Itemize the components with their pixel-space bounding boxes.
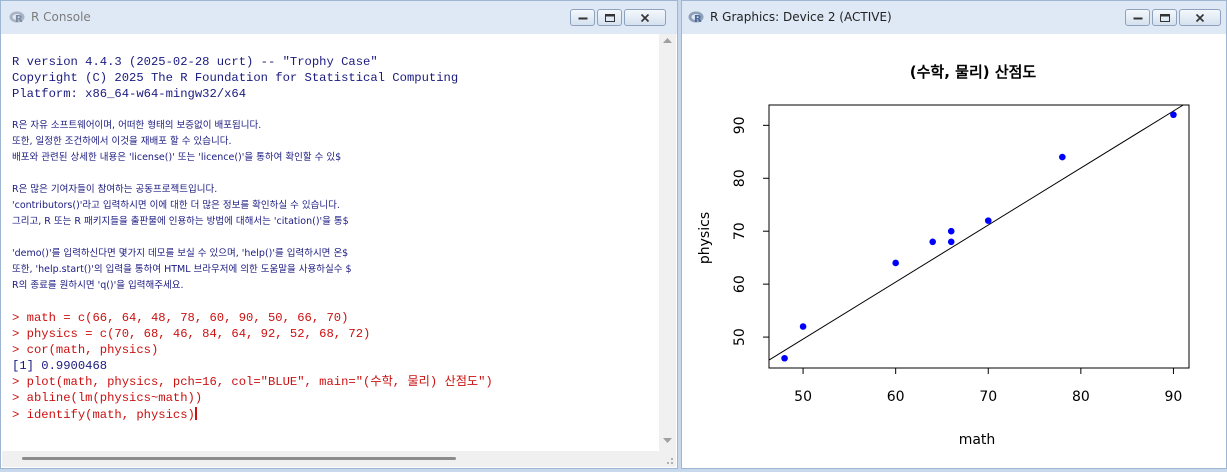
y-tick-label: 60 xyxy=(732,275,748,293)
r-console-window[interactable]: R R Console R version 4.4.3 (2025-02-28 … xyxy=(0,0,678,469)
vertical-scrollbar[interactable] xyxy=(659,34,676,452)
console-info-line: 'demo()'를 입력하신다면 몇가지 데모를 보실 수 있으며, 'help… xyxy=(12,248,349,259)
data-point[interactable] xyxy=(984,217,992,224)
text-cursor xyxy=(194,407,197,420)
r-logo-icon: R xyxy=(688,11,704,24)
x-tick-label: 50 xyxy=(794,389,812,405)
svg-text:R: R xyxy=(694,14,702,24)
resize-grip-icon[interactable] xyxy=(659,451,676,467)
x-tick-label: 90 xyxy=(1165,389,1183,405)
console-header-line: Platform: x86_64-w64-mingw32/x64 xyxy=(12,87,247,101)
scroll-up-icon[interactable] xyxy=(663,38,672,44)
console-header-line: Copyright (C) 2025 The R Foundation for … xyxy=(12,71,459,85)
graphics-title: R Graphics: Device 2 (ACTIVE) xyxy=(710,10,892,24)
console-info-line: R의 종료를 원하시면 'q()'을 입력해주세요. xyxy=(12,280,184,291)
close-button[interactable] xyxy=(1179,9,1221,26)
console-command-line: > plot(math, physics, pch=16, col="BLUE"… xyxy=(12,375,493,389)
console-info-line: R은 많은 기여자들이 참여하는 공동프로젝트입니다. xyxy=(12,184,218,195)
y-tick-label: 50 xyxy=(732,328,748,346)
scroll-down-icon[interactable] xyxy=(663,438,672,444)
console-output-line: [1] 0.9900468 xyxy=(12,359,108,373)
plot-box xyxy=(768,104,1190,369)
console-info-line: 'contributors()'라고 입력하시면 이에 대한 더 많은 정보를 … xyxy=(12,200,340,211)
r-graphics-window[interactable]: R R Graphics: Device 2 (ACTIVE) (수학, 물리)… xyxy=(681,0,1227,469)
graphics-titlebar[interactable]: R R Graphics: Device 2 (ACTIVE) xyxy=(682,1,1226,34)
console-command-line: > cor(math, physics) xyxy=(12,343,159,357)
y-tick-label: 70 xyxy=(732,222,748,240)
data-point[interactable] xyxy=(1059,153,1066,161)
data-point[interactable] xyxy=(892,259,899,267)
console-info-line: 그리고, R 또는 R 패키지들을 출판물에 인용하는 방법에 대해서는 'ci… xyxy=(12,216,349,227)
y-tick-label: 80 xyxy=(732,169,748,187)
r-logo-icon: R xyxy=(9,11,25,24)
console-command-line: > math = c(66, 64, 48, 78, 60, 90, 50, 6… xyxy=(12,311,349,325)
minimize-button[interactable] xyxy=(1125,9,1150,26)
console-info-line: 또한, 'help.start()'의 입력을 통하여 HTML 브라우저에 의… xyxy=(12,264,352,275)
x-axis-label: math xyxy=(959,432,996,448)
data-point[interactable] xyxy=(929,238,937,246)
data-point[interactable] xyxy=(947,238,955,246)
console-titlebar[interactable]: R R Console xyxy=(1,1,677,34)
console-text-area[interactable]: R version 4.4.3 (2025-02-28 ucrt) -- "Tr… xyxy=(2,35,656,453)
y-tick-label: 90 xyxy=(732,116,748,134)
data-point[interactable] xyxy=(781,354,788,362)
console-info-line: R은 자유 소프트웨어이며, 어떠한 형태의 보증없이 배포됩니다. xyxy=(12,120,262,131)
console-command-line: > abline(lm(physics~math)) xyxy=(12,391,203,405)
console-info-line: 또한, 일정한 조건하에서 이것을 재배포 할 수 있습니다. xyxy=(12,136,232,147)
console-input-line[interactable]: > identify(math, physics) xyxy=(12,407,197,422)
x-tick-label: 80 xyxy=(1072,389,1090,405)
plot-area[interactable]: (수학, 물리) 산점도 math physics 50 60 70 80 90 50 60… xyxy=(683,35,1225,468)
console-info-line: 배포와 관련된 상세한 내용은 'license()' 또는 'licence(… xyxy=(12,152,342,163)
data-point[interactable] xyxy=(1170,111,1177,119)
minimize-button[interactable] xyxy=(570,9,595,26)
maximize-button[interactable] xyxy=(597,9,622,26)
chart-title: (수학, 물리) 산점도 xyxy=(910,63,1037,81)
horizontal-scrollbar[interactable] xyxy=(2,451,659,467)
close-button[interactable] xyxy=(624,9,666,26)
maximize-button[interactable] xyxy=(1152,9,1177,26)
scatter-plot[interactable]: (수학, 물리) 산점도 math physics 50 60 70 80 90 50 60… xyxy=(683,35,1225,468)
regression-line xyxy=(768,104,1184,361)
x-tick-label: 70 xyxy=(979,389,997,405)
x-tick-label: 60 xyxy=(887,389,905,405)
data-point[interactable] xyxy=(947,227,955,235)
console-title: R Console xyxy=(31,10,91,24)
console-command-line: > physics = c(70, 68, 46, 84, 64, 92, 52… xyxy=(12,327,371,341)
data-point[interactable] xyxy=(799,323,807,330)
svg-text:R: R xyxy=(15,14,23,24)
console-current-command: > identify(math, physics) xyxy=(12,408,195,422)
console-header-line: R version 4.4.3 (2025-02-28 ucrt) -- "Tr… xyxy=(12,55,378,69)
horizontal-scroll-thumb[interactable] xyxy=(22,457,456,460)
y-axis-label: physics xyxy=(697,212,713,264)
